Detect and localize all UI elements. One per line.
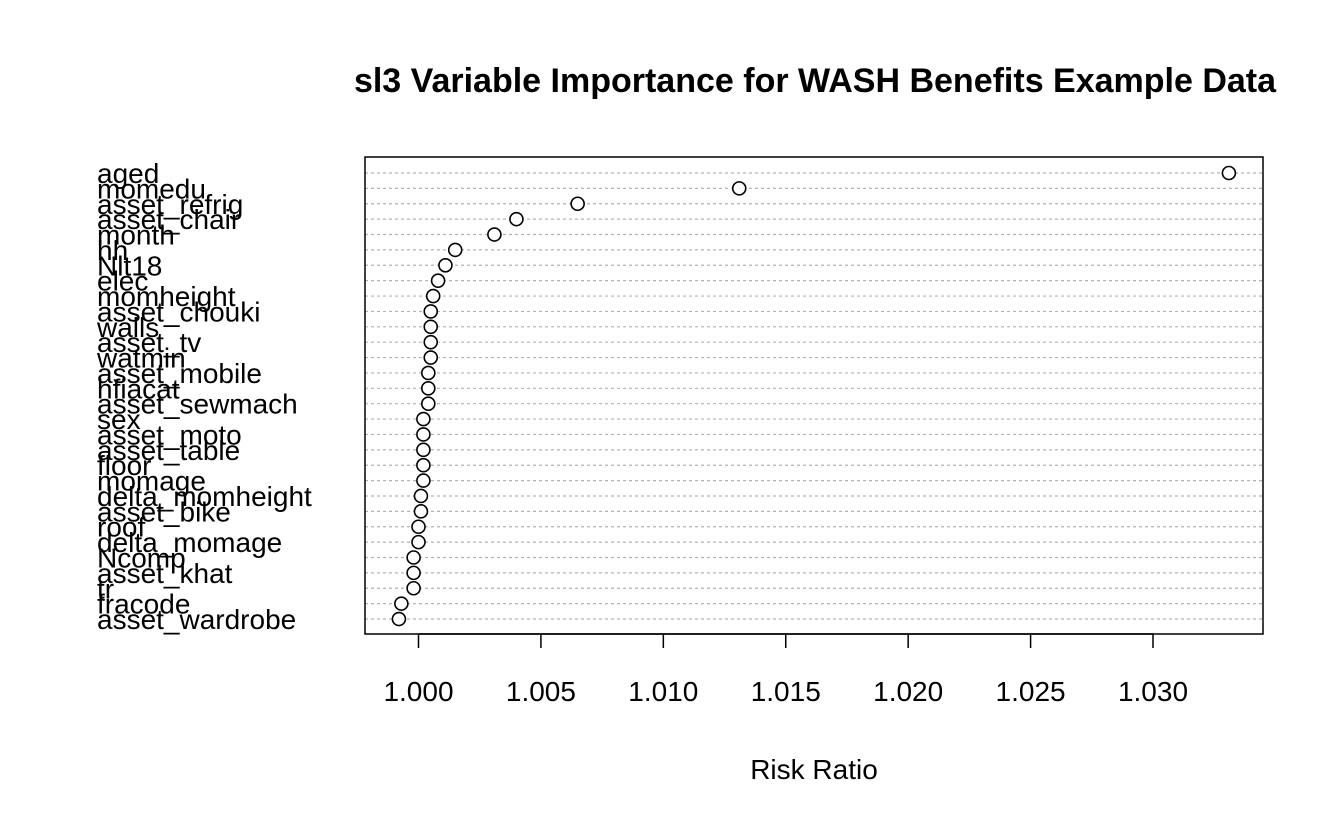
category-label-aged: aged bbox=[97, 158, 159, 189]
data-point-asset_tv bbox=[423, 334, 439, 350]
category-label-floor: floor bbox=[97, 450, 151, 481]
data-point-asset_chouki bbox=[423, 304, 439, 319]
category-label-delta_momage: delta_momage bbox=[97, 527, 282, 558]
data-point-asset_mobile bbox=[420, 365, 436, 381]
data-point-Nlt18 bbox=[438, 257, 453, 273]
category-labels: agedmomeduasset_refrigasset_chairmonthhh… bbox=[96, 158, 312, 635]
category-label-fracode: fracode bbox=[97, 589, 190, 620]
data-point-asset_moto bbox=[416, 427, 431, 442]
data-point-hh bbox=[447, 242, 463, 258]
x-tick-label: 1.010 bbox=[628, 676, 698, 707]
x-tick-label: 1.000 bbox=[383, 676, 453, 707]
category-label-momedu: momedu bbox=[97, 173, 206, 204]
data-point-delta_momheight bbox=[413, 488, 429, 504]
data-point-delta_momage bbox=[411, 534, 426, 550]
category-label-month: month bbox=[97, 220, 175, 251]
category-label-watmin: watmin bbox=[96, 343, 186, 374]
x-tick-label: 1.025 bbox=[996, 676, 1066, 707]
category-label-momheight: momheight bbox=[97, 281, 236, 312]
data-point-momage bbox=[416, 473, 431, 488]
data-point-asset_refrig bbox=[570, 196, 585, 212]
category-label-hfiacat: hfiacat bbox=[97, 373, 180, 404]
data-point-asset_chair bbox=[509, 211, 524, 227]
category-label-asset_table: asset_table bbox=[97, 435, 240, 466]
data-point-momheight bbox=[425, 288, 441, 304]
category-label-asset_wardrobe: asset_wardrobe bbox=[97, 604, 296, 635]
x-tick-label: 1.030 bbox=[1118, 676, 1188, 707]
data-point-fracode bbox=[394, 596, 409, 611]
category-label-tr: tr bbox=[97, 573, 114, 604]
x-axis-label: Risk Ratio bbox=[750, 754, 878, 785]
category-label-sex: sex bbox=[97, 404, 141, 435]
category-label-Ncomp: Ncomp bbox=[97, 543, 186, 574]
category-label-asset_chouki: asset_chouki bbox=[97, 296, 260, 327]
category-label-momage: momage bbox=[97, 466, 206, 497]
data-point-elec bbox=[430, 273, 446, 288]
category-label-asset_refrig: asset_refrig bbox=[97, 189, 243, 220]
data-point-asset_khat bbox=[406, 565, 421, 581]
plot-frame bbox=[364, 156, 1264, 635]
data-point-hfiacat bbox=[420, 381, 436, 396]
data-point-roof bbox=[411, 519, 426, 535]
category-label-asset_chair: asset_chair bbox=[97, 204, 240, 235]
data-point-watmin bbox=[423, 350, 439, 365]
category-label-asset_tv: asset_tv bbox=[97, 327, 201, 358]
x-axis: 1.000 1.005 1.010 1.015 1.020 1.025 1.030 bbox=[383, 633, 1188, 707]
x-tick-label: 1.005 bbox=[506, 676, 576, 707]
x-tick-label: 1.015 bbox=[751, 676, 821, 707]
data-point-asset_table bbox=[416, 442, 431, 458]
category-label-roof: roof bbox=[97, 512, 145, 543]
x-tick-label: 1.020 bbox=[873, 676, 943, 707]
category-label-hh: hh bbox=[97, 235, 128, 266]
data-point-month bbox=[487, 227, 502, 242]
category-label-Nlt18: Nlt18 bbox=[97, 250, 162, 281]
chart-title: sl3 Variable Importance for WASH Benefit… bbox=[354, 62, 1277, 100]
category-label-asset_khat: asset_khat bbox=[97, 558, 233, 589]
category-label-asset_sewmach: asset_sewmach bbox=[97, 389, 298, 420]
data-points bbox=[391, 165, 1237, 627]
data-point-aged bbox=[1221, 165, 1237, 181]
data-point-Ncomp bbox=[406, 550, 421, 565]
category-label-asset_bike: asset_bike bbox=[97, 496, 231, 527]
category-label-asset_moto: asset_moto bbox=[97, 419, 242, 450]
category-label-elec: elec bbox=[97, 266, 148, 297]
data-point-asset_sewmach bbox=[420, 396, 436, 412]
category-label-asset_mobile: asset_mobile bbox=[97, 358, 262, 389]
data-point-floor bbox=[416, 457, 431, 473]
data-point-asset_bike bbox=[413, 504, 429, 519]
data-point-asset_wardrobe bbox=[391, 611, 407, 627]
data-point-tr bbox=[406, 580, 421, 596]
data-point-momedu bbox=[731, 181, 747, 196]
data-point-sex bbox=[416, 411, 431, 427]
category-label-walls: walls bbox=[96, 312, 159, 343]
data-point-walls bbox=[423, 319, 439, 335]
grid-lines bbox=[365, 172, 1263, 620]
category-label-delta_momheight: delta_momheight bbox=[97, 481, 312, 512]
